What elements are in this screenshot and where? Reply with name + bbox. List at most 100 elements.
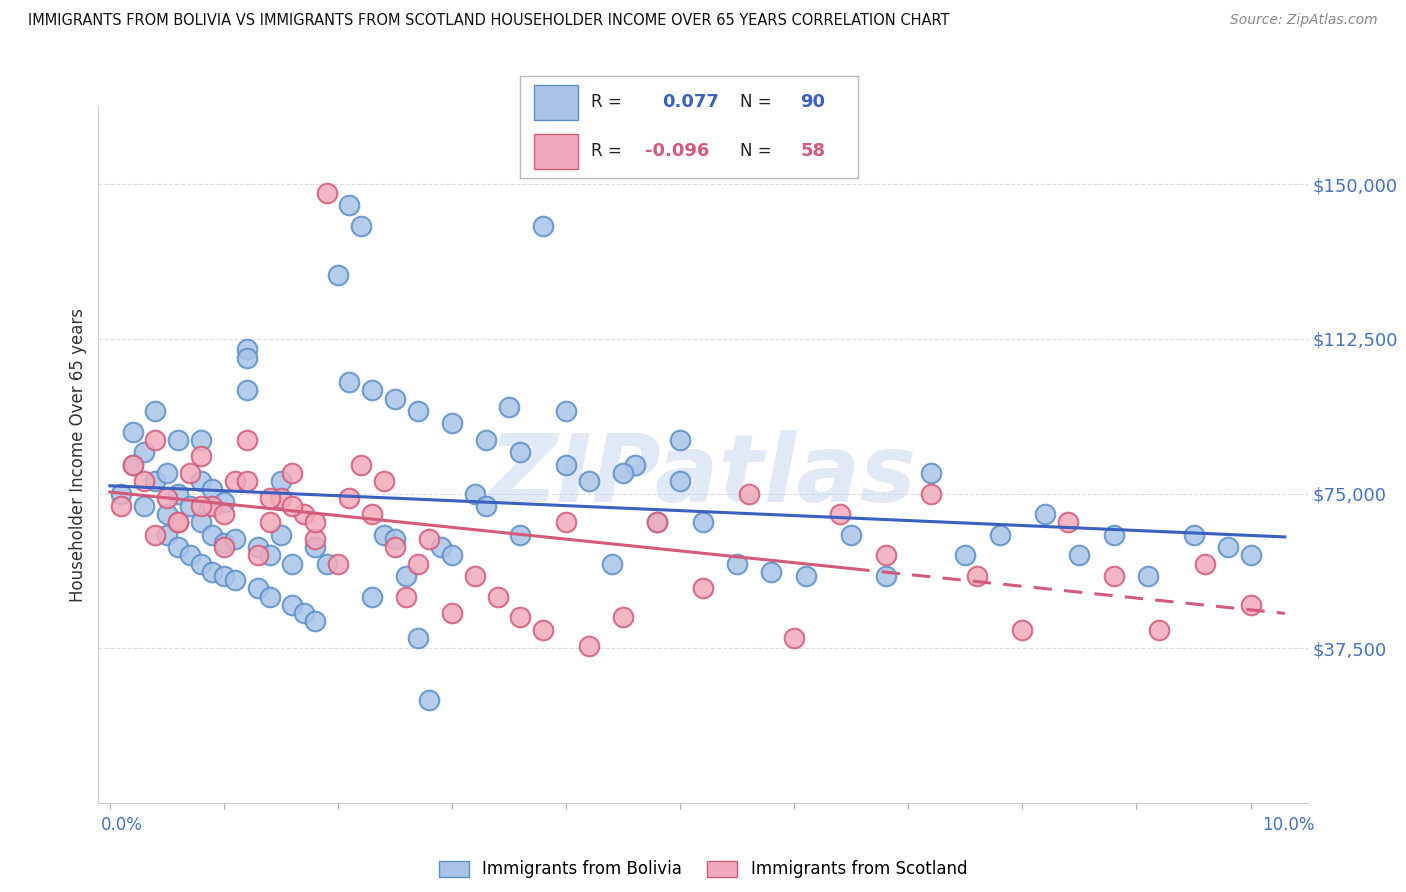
Point [224, 573, 246, 587]
Point [247, 540, 270, 554]
Point [555, 404, 578, 418]
Point [224, 474, 246, 488]
Point [555, 458, 578, 472]
Point [110, 499, 132, 513]
Point [292, 507, 315, 521]
Point [167, 516, 190, 530]
Point [326, 268, 349, 282]
Point [509, 528, 531, 542]
Point [201, 483, 224, 497]
Point [145, 528, 167, 542]
Point [121, 458, 143, 472]
Point [509, 445, 531, 459]
Point [235, 433, 257, 447]
Point [725, 557, 748, 571]
Point [167, 433, 190, 447]
Point [475, 499, 498, 513]
Point [281, 466, 304, 480]
Text: 58: 58 [800, 142, 825, 161]
Point [1057, 516, 1080, 530]
Point [498, 400, 520, 414]
Text: 10.0%: 10.0% [1263, 816, 1315, 834]
Point [464, 569, 486, 583]
Point [121, 425, 143, 439]
Point [132, 499, 155, 513]
Point [486, 590, 509, 604]
Text: N =: N = [740, 93, 770, 111]
Point [190, 474, 212, 488]
Point [247, 549, 270, 563]
Point [875, 569, 897, 583]
Point [600, 557, 623, 571]
Point [418, 692, 440, 706]
Point [156, 491, 179, 505]
Point [578, 639, 600, 653]
Point [281, 499, 304, 513]
Point [304, 516, 326, 530]
Point [464, 486, 486, 500]
Point [304, 540, 326, 554]
Text: -0.096: -0.096 [645, 142, 710, 161]
Point [259, 516, 281, 530]
Text: IMMIGRANTS FROM BOLIVIA VS IMMIGRANTS FROM SCOTLAND HOUSEHOLDER INCOME OVER 65 Y: IMMIGRANTS FROM BOLIVIA VS IMMIGRANTS FR… [28, 13, 949, 29]
Point [384, 392, 406, 406]
Point [828, 507, 851, 521]
Point [337, 376, 360, 390]
Point [247, 582, 270, 596]
Text: R =: R = [591, 93, 621, 111]
Point [235, 474, 257, 488]
Point [839, 528, 862, 542]
Point [190, 557, 212, 571]
Point [361, 384, 384, 398]
Point [1239, 549, 1261, 563]
Text: 0.077: 0.077 [662, 93, 718, 111]
Point [235, 384, 257, 398]
Bar [534, 135, 578, 169]
Point [783, 631, 806, 645]
Point [212, 495, 235, 509]
Point [669, 433, 692, 447]
Point [1033, 507, 1056, 521]
Point [647, 516, 669, 530]
Point [475, 433, 498, 447]
Text: Source: ZipAtlas.com: Source: ZipAtlas.com [1230, 13, 1378, 28]
Point [270, 474, 292, 488]
Point [201, 499, 224, 513]
Point [145, 474, 167, 488]
Point [1239, 598, 1261, 612]
Point [350, 458, 373, 472]
Point [259, 491, 281, 505]
Point [190, 499, 212, 513]
Point [920, 486, 942, 500]
Text: 90: 90 [800, 93, 825, 111]
Bar [534, 85, 578, 120]
Point [441, 417, 464, 431]
Point [281, 557, 304, 571]
Point [315, 557, 337, 571]
Point [304, 615, 326, 629]
Point [623, 458, 645, 472]
Point [555, 516, 578, 530]
Point [669, 474, 692, 488]
Point [235, 343, 257, 357]
Point [441, 549, 464, 563]
Point [110, 486, 132, 500]
Point [259, 549, 281, 563]
Point [212, 540, 235, 554]
Point [156, 507, 179, 521]
Point [1182, 528, 1205, 542]
Y-axis label: Householder Income Over 65 years: Householder Income Over 65 years [69, 308, 87, 602]
Text: R =: R = [591, 142, 621, 161]
Point [201, 528, 224, 542]
Point [156, 528, 179, 542]
Point [1011, 623, 1033, 637]
Point [441, 606, 464, 620]
Point [145, 404, 167, 418]
Point [966, 569, 988, 583]
Point [692, 516, 714, 530]
Point [167, 486, 190, 500]
Point [224, 532, 246, 546]
Point [259, 590, 281, 604]
Point [794, 569, 817, 583]
Point [179, 499, 201, 513]
